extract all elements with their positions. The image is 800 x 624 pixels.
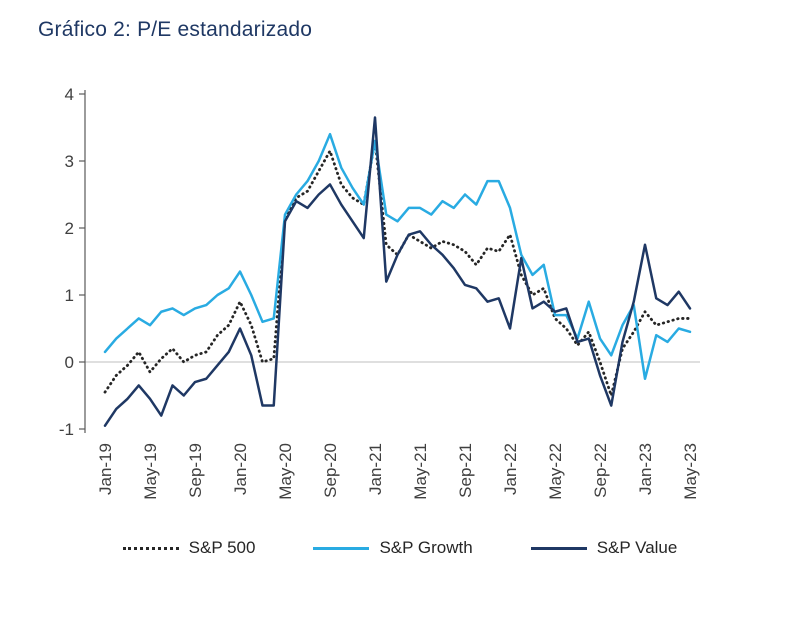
chart-page: Gráfico 2: P/E estandarizado 4 3 2 1 0 -1 Jan-… (0, 18, 800, 624)
legend-item-sp-value: S&P Value (530, 538, 678, 558)
x-tick-label: May-19 (141, 443, 160, 500)
legend-label-sp-growth: S&P Growth (379, 538, 473, 557)
y-tick-label: -1 (59, 420, 74, 439)
y-tick-label: 0 (65, 353, 74, 372)
pe-standardized-chart: 4 3 2 1 0 -1 Jan-19 May-19 Sep-19 Jan-20 May-20 Sep… (59, 85, 700, 500)
x-tick-label: Jan-21 (366, 443, 385, 495)
x-tick-label: Jan-20 (231, 443, 250, 495)
series-line-s-p-500 (103, 139, 692, 397)
series-line-s-p-growth (103, 132, 692, 380)
series-line-s-p-value (103, 116, 692, 427)
sp500-line-sample-icon (122, 546, 179, 550)
x-tick-label: Sep-22 (591, 443, 610, 498)
sp-value-line-sample-icon (530, 546, 587, 550)
y-tick-label: 3 (65, 152, 74, 171)
x-tick-label: Jan-23 (636, 443, 655, 495)
y-tick-label: 2 (65, 219, 74, 238)
x-tick-label: Sep-21 (456, 443, 475, 498)
x-tick-label: May-23 (681, 443, 700, 500)
x-tick-label: Jan-22 (501, 443, 520, 495)
y-tick-label: 4 (65, 85, 74, 104)
x-tick-label: May-22 (546, 443, 565, 500)
chart-legend: S&P 500 S&P Growth S&P Value (0, 538, 800, 558)
chart-title: Gráfico 2: P/E estandarizado (38, 18, 313, 41)
y-tick-label: 1 (65, 286, 74, 305)
x-tick-label: Jan-19 (96, 443, 115, 495)
x-tick-label: Sep-20 (321, 443, 340, 498)
legend-item-sp500: S&P 500 (122, 538, 256, 558)
legend-item-sp-growth: S&P Growth (313, 538, 473, 558)
x-tick-label: May-21 (411, 443, 430, 500)
x-tick-label: Sep-19 (186, 443, 205, 498)
x-tick-label: May-20 (276, 443, 295, 500)
sp-growth-line-sample-icon (313, 546, 370, 550)
legend-label-sp-value: S&P Value (596, 538, 678, 557)
legend-label-sp500: S&P 500 (188, 538, 256, 557)
